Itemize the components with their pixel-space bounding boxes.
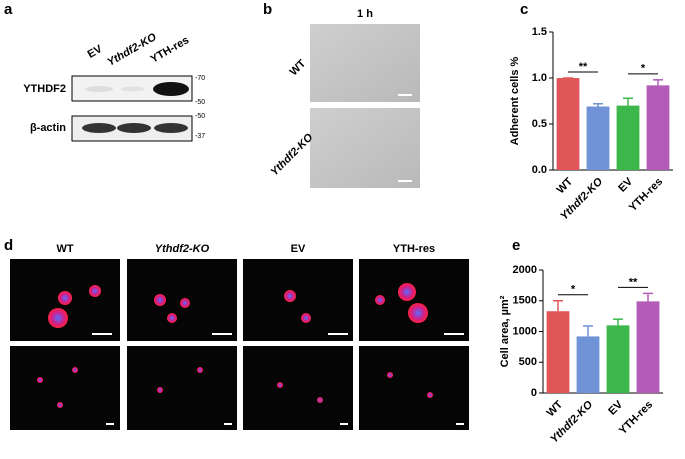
- cell: [398, 283, 416, 301]
- cell: [387, 372, 393, 378]
- column-label: Ythdf2-KO: [155, 243, 210, 255]
- image: [10, 346, 120, 430]
- cell: [72, 367, 78, 373]
- cell: [277, 382, 283, 388]
- image: [243, 259, 353, 341]
- column-label: WT: [56, 243, 73, 255]
- cell: [89, 285, 101, 297]
- band: [82, 123, 116, 133]
- bar: [586, 106, 610, 170]
- significance-label: **: [629, 276, 638, 288]
- cell: [157, 387, 163, 393]
- cell: [284, 290, 296, 302]
- lane-label: Ythdf2-KO: [105, 31, 158, 69]
- micrographs: [10, 259, 469, 430]
- y-axis-label: Adherent cells %: [509, 56, 521, 145]
- cell: [58, 291, 72, 305]
- bar: [616, 105, 640, 170]
- y-tick-label: 1.5: [532, 26, 547, 38]
- bar: [556, 78, 580, 170]
- panel-label: a: [4, 1, 13, 18]
- x-tick-label: WT: [545, 398, 566, 419]
- bar: [636, 301, 660, 393]
- image: [127, 346, 237, 430]
- cell: [408, 303, 428, 323]
- band: [153, 82, 189, 96]
- x-tick-label: WT: [555, 175, 576, 196]
- x-tick-label: EV: [616, 175, 635, 194]
- cell: [154, 294, 166, 306]
- significance-label: *: [571, 284, 576, 296]
- band: [154, 123, 188, 133]
- panel-label: d: [4, 237, 13, 254]
- image: [359, 346, 469, 430]
- image: [243, 346, 353, 430]
- cell: [301, 313, 311, 323]
- panel-label: c: [520, 1, 528, 18]
- cell: [37, 377, 43, 383]
- cell: [167, 313, 177, 323]
- x-tick-label: EV: [606, 398, 625, 417]
- panel-label: e: [512, 237, 520, 254]
- significance-label: *: [641, 63, 646, 75]
- row-label: Ythdf2-KO: [268, 131, 315, 178]
- y-tick-label: 2000: [513, 264, 537, 276]
- cell: [57, 402, 63, 408]
- lane-label: EV: [86, 43, 105, 61]
- x-tick-label: YTH-res: [627, 176, 665, 214]
- cell: [197, 367, 203, 373]
- cell: [317, 397, 323, 403]
- y-tick-label: 1500: [513, 295, 537, 307]
- marker: -50: [195, 113, 205, 120]
- cell: [48, 308, 68, 328]
- band: [121, 86, 145, 92]
- cell: [180, 298, 190, 308]
- image: [310, 108, 420, 188]
- bar: [546, 311, 570, 393]
- row-label: YTHDF2: [23, 83, 66, 95]
- y-tick-label: 0.5: [532, 118, 547, 130]
- y-tick-label: 1.0: [532, 72, 547, 84]
- band: [85, 86, 113, 92]
- row-label: β-actin: [30, 122, 66, 134]
- column-label: EV: [291, 243, 306, 255]
- column-label: YTH-res: [393, 243, 435, 255]
- marker: -37: [195, 133, 205, 140]
- bar: [576, 336, 600, 393]
- significance-label: **: [579, 61, 588, 73]
- panel-label: b: [263, 1, 272, 18]
- y-tick-label: 1000: [513, 325, 537, 337]
- image: [310, 24, 420, 102]
- band: [117, 123, 151, 133]
- y-tick-label: 0: [531, 387, 537, 399]
- y-tick-label: 500: [519, 356, 537, 368]
- bar: [646, 85, 670, 170]
- y-tick-label: 0.0: [532, 164, 547, 176]
- row-label: WT: [288, 57, 309, 78]
- cell: [427, 392, 433, 398]
- x-tick-label: YTH-res: [617, 399, 655, 437]
- marker: -70: [195, 75, 205, 82]
- marker: -50: [195, 99, 205, 106]
- cell: [375, 295, 385, 305]
- time-label: 1 h: [357, 8, 373, 20]
- y-axis-label: Cell area, µm²: [499, 295, 511, 367]
- bar: [606, 325, 630, 393]
